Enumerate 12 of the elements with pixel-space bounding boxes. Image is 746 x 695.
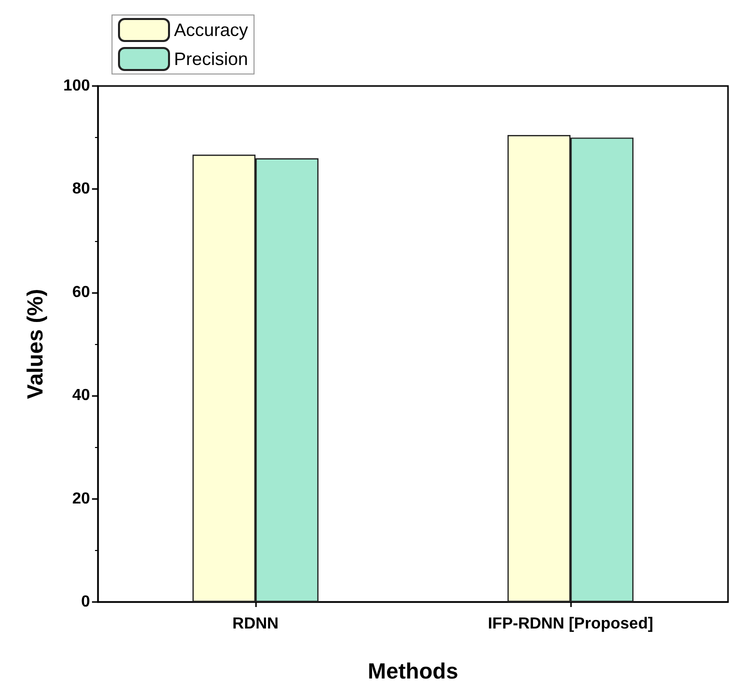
y-tick-label: 80 bbox=[72, 180, 90, 198]
y-tick-label: 0 bbox=[81, 594, 90, 610]
y-tick-label: 100 bbox=[63, 78, 90, 94]
y-tick-label: 20 bbox=[72, 490, 90, 508]
legend-label: Precision bbox=[174, 49, 248, 69]
y-tick-label: 40 bbox=[72, 387, 90, 404]
y-tick-label: 60 bbox=[72, 284, 90, 301]
y-axis-title: Values (%) bbox=[22, 288, 48, 400]
x-tick-label: IFP-RDNN [Proposed] bbox=[488, 616, 654, 632]
x-tick-label: RDNN bbox=[232, 616, 279, 632]
legend-label: Accuracy bbox=[174, 20, 248, 40]
x-axis-title: Methods bbox=[368, 658, 458, 684]
